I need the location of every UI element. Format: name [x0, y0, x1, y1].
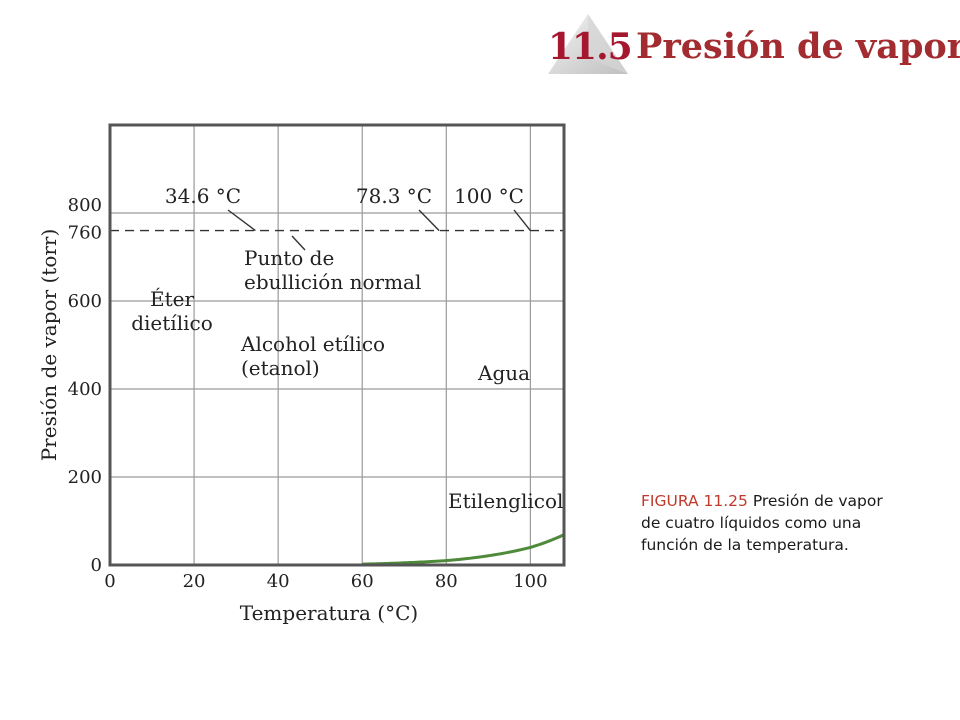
series-label-eter-dietilico-line: dietílico: [131, 311, 213, 335]
caption-text: Presión de vapor de cuatro líquidos como…: [641, 492, 883, 554]
y-tick-label: 400: [68, 379, 102, 400]
boiling-point-annotation: 34.6 °C: [165, 184, 241, 208]
x-tick-label: 100: [513, 571, 547, 592]
boiling-point-label-line: Punto de: [244, 246, 334, 270]
x-tick-label: 80: [435, 571, 458, 592]
series-label-eter-dietilico: Éter dietílico: [131, 287, 213, 335]
series-label-alcohol-etilico-etanol: Alcohol etílico (etanol): [240, 332, 385, 380]
series-line-etilenglicol: [362, 533, 564, 565]
boiling-point-annotation: 78.3 °C: [356, 184, 432, 208]
series-layer: [362, 533, 564, 565]
boiling-point-leader: [291, 235, 306, 251]
y-axis-label: Presión de vapor (torr): [37, 229, 61, 462]
series-label-etilenglicol: Etilenglicol: [448, 489, 563, 513]
boiling-point-annotation: 100 °C: [454, 184, 524, 208]
x-tick-label: 20: [183, 571, 206, 592]
x-axis-label: Temperatura (°C): [240, 601, 418, 625]
plot-frame: [108, 123, 566, 567]
boiling-point-label-line: ebullición normal: [244, 270, 421, 294]
caption-figure-label: FIGURA 11.25: [641, 492, 748, 510]
y-tick-label: 0: [91, 555, 102, 576]
figure-caption: FIGURA 11.25 Presión de vapor de cuatro …: [641, 490, 901, 556]
annotation-leader: [513, 209, 531, 232]
x-tick-label: 40: [267, 571, 290, 592]
series-label-alcohol-etilico-etanol-line: Alcohol etílico: [240, 332, 385, 356]
series-label-alcohol-etilico-etanol-line: (etanol): [241, 356, 320, 380]
section-badge-icon: [548, 14, 628, 74]
y-tick-label: 760: [68, 223, 102, 244]
annotation-leader: [227, 209, 256, 232]
annotation-leader: [418, 209, 440, 232]
y-tick-label: 200: [68, 467, 102, 488]
axis-layer: 0 20 40 60 80 100 0 200 400 600 760 800: [68, 195, 548, 592]
section-number: 11.5: [548, 26, 633, 68]
boiling-point-label: Punto de ebullición normal: [244, 246, 421, 294]
series-label-etilenglicol-line: Etilenglicol: [448, 489, 563, 513]
y-tick-label: 800: [68, 195, 102, 216]
series-label-agua: Agua: [477, 361, 530, 385]
section-title: Presión de vapor: [636, 26, 960, 67]
x-tick-label: 0: [104, 571, 115, 592]
annotation-layer: Éter dietílico Alcohol etílico (etanol) Agua…: [131, 184, 563, 513]
grid-layer: [110, 125, 564, 565]
series-label-agua-line: Agua: [477, 361, 530, 385]
y-tick-label: 600: [68, 291, 102, 312]
series-label-eter-dietilico-line: Éter: [150, 287, 194, 311]
x-tick-label: 60: [351, 571, 374, 592]
slide-header: 11.5 Presión de vapor: [0, 0, 960, 90]
